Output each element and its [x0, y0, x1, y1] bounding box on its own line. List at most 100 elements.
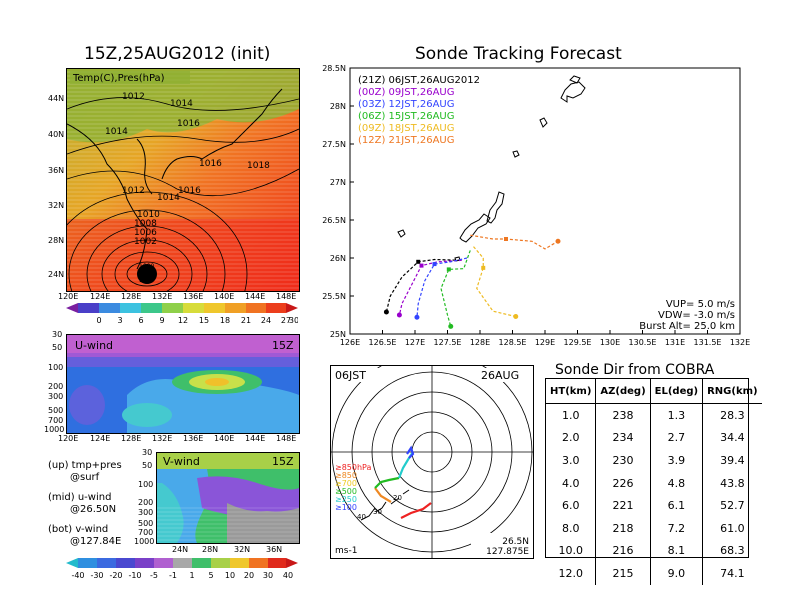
- wind-colorbar: -40 -30 -20 -10 -5 -1 1 5 10 20 30 40: [66, 558, 298, 580]
- track-burst-point: [446, 267, 451, 272]
- isobar-label: 1008: [134, 219, 157, 229]
- note-bot-level: @127.84E: [70, 536, 122, 547]
- surface-map-panel: 1012 1014 1014 1016 1016 1018 1012 1014 …: [66, 68, 300, 292]
- x-tick-label: 131E: [665, 338, 685, 347]
- ht-cell: 10.0: [558, 544, 583, 558]
- track-burst-point: [481, 265, 486, 270]
- colorbar-tick: 3: [117, 316, 122, 325]
- col-header: RNG(km): [702, 379, 762, 404]
- hodograph-panel: 40 30 20 ≥850hPa ≥850 ≥700 ≥500 ≥250 ≥10…: [330, 365, 534, 559]
- track-line: [398, 259, 462, 316]
- lat-tick: 24N: [48, 270, 65, 279]
- rng-cell: 68.3: [702, 539, 762, 563]
- lon-tick: 136E: [183, 434, 204, 443]
- level-legend: ≥850: [335, 471, 357, 480]
- colorbar-tick: 1: [189, 571, 194, 580]
- x-tick-label: 128.5E: [499, 338, 527, 347]
- x-tick-label: 127E: [405, 338, 425, 347]
- colorbar-tick: 6: [138, 316, 143, 325]
- colorbar-tick: -20: [109, 571, 122, 580]
- legend-item: (00Z) 09JST,26AUG: [358, 87, 455, 98]
- level-legend: ≥700: [335, 479, 357, 488]
- table-row: 12.0 215 9.0 74.1: [546, 562, 762, 585]
- colorbar-tick: 27: [281, 316, 291, 325]
- lat-tick: 36N: [266, 545, 283, 554]
- rng-cell: 34.4: [702, 426, 762, 450]
- lon-tick: 124E: [90, 292, 111, 301]
- track-title: Sonde Tracking Forecast: [415, 44, 622, 64]
- ht-cell: 6.0: [561, 499, 580, 513]
- az-cell: 215: [595, 562, 651, 585]
- note-mid-level: @26.50N: [70, 504, 117, 515]
- y-tick-label: 28N: [330, 102, 346, 111]
- isobar-label: 998: [139, 270, 151, 277]
- colorbar-tick: 15: [199, 316, 209, 325]
- el-cell: 2.7: [649, 426, 703, 450]
- lat-tick: 32N: [234, 545, 251, 554]
- y-tick-label: 27.5N: [322, 140, 346, 149]
- track-line: [385, 258, 461, 313]
- direction-title: Sonde Dir from COBRA: [555, 362, 715, 378]
- el-cell: 6.1: [649, 494, 703, 517]
- p-tick: 200: [138, 498, 154, 507]
- colorbar-tick: 10: [225, 571, 235, 580]
- rng-cell: 61.0: [702, 516, 762, 540]
- az-cell: 226: [595, 471, 651, 495]
- legend-item: (09Z) 18JST,26AUG: [358, 123, 455, 134]
- lon-tick: 132E: [152, 434, 173, 443]
- lat-tick: 40N: [48, 130, 65, 139]
- legend-item: (03Z) 12JST,26AUG: [358, 99, 455, 110]
- lon-tick: 140E: [214, 292, 235, 301]
- ht-cell: 12.0: [558, 566, 583, 580]
- colorbar-tick: 40: [283, 571, 293, 580]
- isobar-label: 1016: [177, 119, 200, 129]
- colorbar-tick: -5: [150, 571, 158, 580]
- isobar-label: 1016: [199, 159, 222, 169]
- hodo-time-right: 26AUG: [481, 369, 519, 382]
- uwind-label: U-wind: [75, 339, 113, 352]
- lat-tick: 28N: [202, 545, 219, 554]
- rng-cell: 43.8: [702, 471, 762, 495]
- level-legend: ≥850hPa: [335, 463, 372, 472]
- hodo-lon: 127.875E: [486, 547, 529, 557]
- isobar-label: 1000: [139, 263, 154, 270]
- lat-tick: 24N: [172, 545, 189, 554]
- isobar-label: 1018: [247, 161, 270, 171]
- rng-cell: 52.7: [702, 494, 762, 517]
- vwind-label: V-wind: [163, 455, 200, 468]
- x-tick-label: 129E: [535, 338, 555, 347]
- colorbar-tick: 30: [289, 316, 298, 325]
- p-tick: 30: [142, 448, 153, 457]
- note-mid: (mid) u-wind: [48, 492, 112, 503]
- colorbar-tick: 0: [96, 316, 101, 325]
- p-tick: 1000: [134, 537, 155, 546]
- surface-map: 1012 1014 1014 1016 1016 1018 1012 1014 …: [67, 69, 299, 291]
- el-cell: 9.0: [649, 562, 703, 585]
- lon-tick: 144E: [245, 434, 266, 443]
- param-burst: Burst Alt= 25.0 km: [639, 321, 735, 332]
- ht-cell: 1.0: [561, 408, 580, 422]
- hodo-time-left: 06JST: [335, 369, 366, 382]
- track-burst-point: [419, 263, 424, 268]
- track-end-point: [448, 323, 454, 329]
- x-tick-label: 131.5E: [694, 338, 722, 347]
- x-tick-label: 130E: [600, 338, 620, 347]
- legend-item: (21Z) 06JST,26AUG2012: [358, 75, 480, 86]
- lon-tick: 132E: [152, 292, 173, 301]
- az-cell: 234: [595, 426, 651, 450]
- colorbar-tick: 24: [261, 316, 271, 325]
- track-end-point: [555, 238, 561, 244]
- col-header: HT(km): [546, 379, 596, 404]
- isobar-label: 1012: [122, 186, 145, 196]
- x-tick-label: 128E: [470, 338, 490, 347]
- y-tick-label: 27N: [330, 178, 346, 187]
- el-cell: 7.2: [649, 516, 703, 540]
- track-plot: 126E 126.5E 127E 127.5E 128E 128.5E 129E 129.5E…: [322, 64, 750, 347]
- param-vup: VUP= 5.0 m/s: [666, 299, 735, 310]
- el-cell: 8.1: [649, 539, 703, 563]
- el-cell: 3.9: [649, 449, 703, 472]
- lon-tick: 148E: [276, 434, 297, 443]
- legend-item: (06Z) 15JST,26AUG: [358, 111, 455, 122]
- x-tick-label: 130.5E: [629, 338, 657, 347]
- el-cell: 4.8: [649, 471, 703, 495]
